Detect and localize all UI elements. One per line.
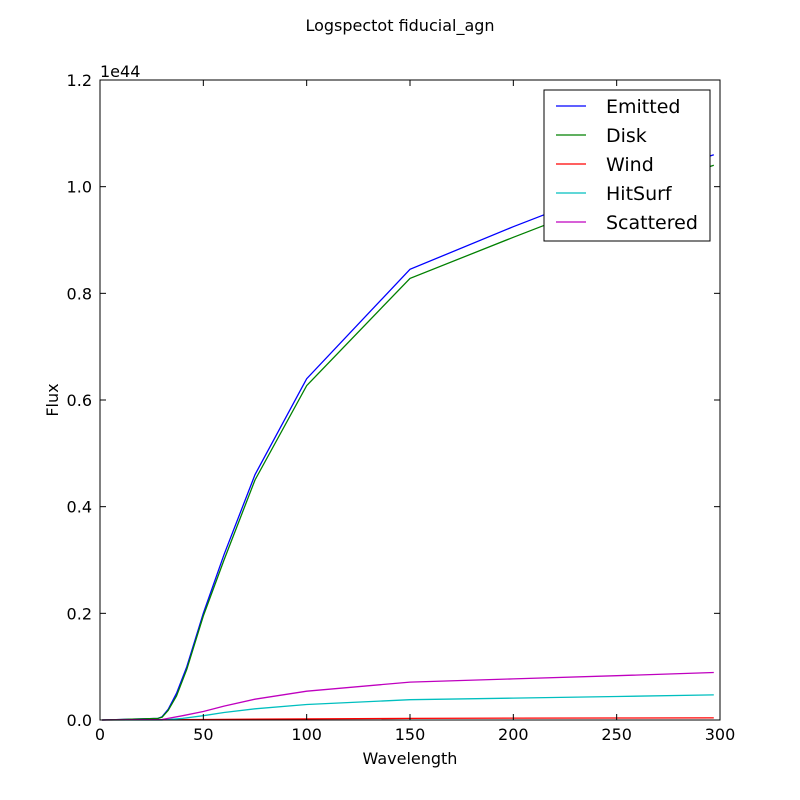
series-line-scattered — [102, 671, 714, 721]
x-tick-label: 300 — [705, 725, 736, 744]
legend-label-emitted: Emitted — [606, 96, 680, 118]
y-tick-label: 0.0 — [67, 711, 92, 730]
legend-label-hitsurf: HitSurf — [606, 183, 673, 205]
tick-layer: 0 50 100 150 200 250 300 0.0 0.2 0.4 0.6 0.8 1.0 1.2 — [67, 71, 736, 744]
chart-title: Logspectot fiducial_agn — [305, 16, 494, 36]
x-tick-label: 100 — [291, 725, 322, 744]
series-line-hitsurf — [102, 694, 714, 721]
y-tick-label: 1.2 — [67, 71, 92, 90]
x-tick-label: 200 — [498, 725, 529, 744]
x-axis-label: Wavelength — [363, 749, 458, 768]
y-tick-label: 1.0 — [67, 178, 92, 197]
y-tick-label: 0.4 — [67, 498, 92, 517]
y-axis-label: Flux — [43, 383, 62, 416]
x-tick-label: 250 — [601, 725, 632, 744]
legend: Emitted Disk Wind HitSurf Scattered — [543, 89, 711, 242]
x-tick-label: 50 — [193, 725, 213, 744]
x-tick-label: 0 — [95, 725, 105, 744]
legend-label-scattered: Scattered — [606, 212, 698, 234]
legend-label-wind: Wind — [606, 154, 654, 176]
x-tick-label: 150 — [395, 725, 426, 744]
y-tick-label: 0.6 — [67, 391, 92, 410]
y-tick-label: 0.8 — [67, 284, 92, 303]
legend-label-disk: Disk — [606, 125, 647, 147]
series-line-disk — [102, 164, 715, 721]
y-tick-label: 0.2 — [67, 604, 92, 623]
legend-box — [543, 89, 711, 242]
y-axis-scale-label: 1e44 — [100, 62, 140, 81]
plot-area-frame — [99, 79, 721, 721]
